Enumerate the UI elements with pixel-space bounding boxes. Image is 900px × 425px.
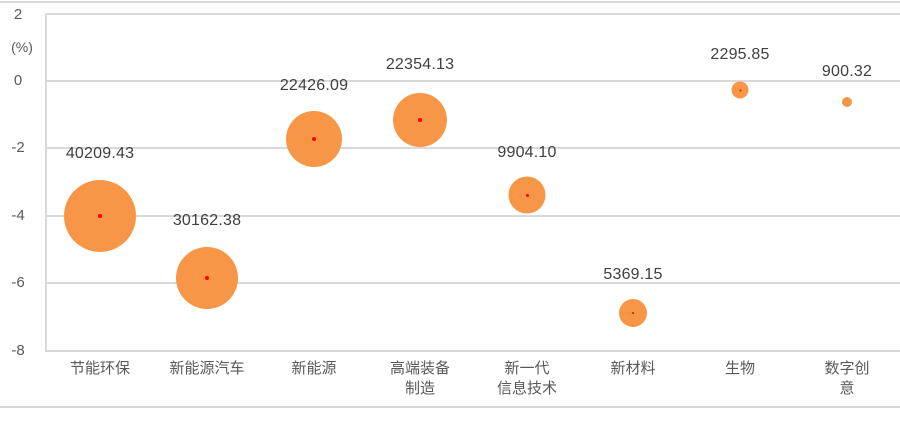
gridline-2 [46, 13, 900, 15]
bubble-jieneng-huanbao [64, 180, 136, 252]
y-tick-neg4: -4 [11, 207, 25, 224]
bubble-xinnengyuan-qiche [176, 247, 238, 309]
x-label-xinyidai-xinxi: 新一代 信息技术 [496, 359, 558, 397]
gridline-0 [46, 80, 900, 82]
chart-frame-top [0, 1, 900, 3]
x-label-gaoduan-zhuangbei: 高端装备 制造 [389, 359, 451, 397]
center-marker [205, 276, 209, 280]
center-marker [98, 214, 102, 218]
center-marker [525, 193, 529, 197]
gridline-neg6 [46, 282, 900, 284]
data-label: 22426.09 [279, 77, 349, 94]
y-axis-line [45, 13, 47, 352]
gridline-neg2 [46, 147, 900, 149]
data-label: 22354.13 [385, 56, 455, 73]
y-tick-2: 2 [13, 6, 23, 23]
y-tick-neg6: -6 [11, 274, 25, 291]
center-marker [418, 118, 422, 122]
x-label-jieneng-huanbao: 节能环保 [69, 359, 131, 377]
data-label: 30162.38 [172, 212, 242, 229]
gridline-neg4 [46, 215, 900, 217]
center-marker [632, 312, 634, 314]
bubble-xincailiao [619, 299, 647, 327]
y-tick-0: 0 [13, 72, 23, 89]
bubble-xinyidai-xinxi [508, 176, 546, 214]
data-label: 900.32 [821, 63, 873, 80]
center-marker [739, 89, 741, 91]
y-axis-unit: (%) [11, 39, 33, 55]
bubble-gaoduan-zhuangbei [393, 93, 447, 147]
x-label-xinnengyuan-qiche: 新能源汽车 [169, 359, 245, 377]
data-label: 9904.10 [497, 144, 557, 161]
gridline-neg8 [46, 350, 900, 352]
x-label-shuzi-chuangyi: 数字创意 [824, 359, 870, 397]
center-marker [312, 137, 316, 141]
chart-frame-bottom [0, 406, 900, 408]
data-label: 2295.85 [710, 46, 770, 63]
data-label: 5369.15 [603, 266, 663, 283]
bubble-shengwu [731, 81, 749, 99]
y-tick-neg2: -2 [11, 139, 25, 156]
y-tick-neg8: -8 [11, 342, 25, 359]
bubble-xinnengyuan [286, 111, 342, 167]
bubble-shuzi-chuangyi [842, 97, 852, 107]
x-label-xinnengyuan: 新能源 [291, 359, 337, 377]
x-label-shengwu: 生物 [724, 359, 756, 377]
x-label-xincailiao: 新材料 [610, 359, 656, 377]
data-label: 40209.43 [65, 145, 135, 162]
